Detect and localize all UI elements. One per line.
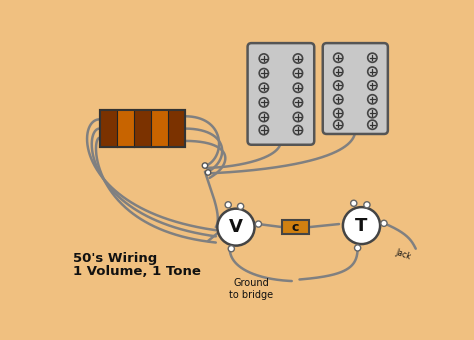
Circle shape	[368, 53, 377, 62]
Circle shape	[293, 69, 302, 78]
Circle shape	[368, 108, 377, 118]
Text: 1 Volume, 1 Tone: 1 Volume, 1 Tone	[73, 265, 201, 278]
Circle shape	[334, 53, 343, 62]
Bar	[100, 110, 185, 147]
Circle shape	[205, 170, 211, 175]
Bar	[134, 110, 151, 147]
Circle shape	[293, 113, 302, 122]
Circle shape	[293, 83, 302, 92]
Circle shape	[334, 67, 343, 76]
Text: c: c	[292, 221, 299, 234]
Bar	[100, 110, 117, 147]
Bar	[117, 110, 134, 147]
Circle shape	[368, 120, 377, 129]
Circle shape	[293, 54, 302, 63]
Circle shape	[218, 209, 255, 245]
Circle shape	[351, 200, 357, 206]
Circle shape	[334, 120, 343, 129]
Text: Jack: Jack	[394, 247, 412, 261]
Circle shape	[228, 245, 235, 252]
Circle shape	[368, 95, 377, 104]
Circle shape	[368, 81, 377, 90]
Circle shape	[355, 245, 361, 251]
Bar	[100, 110, 185, 147]
Circle shape	[259, 54, 268, 63]
Text: T: T	[356, 217, 368, 235]
Bar	[168, 110, 185, 147]
FancyBboxPatch shape	[323, 43, 388, 134]
Bar	[151, 110, 168, 147]
Text: V: V	[229, 218, 243, 236]
Circle shape	[368, 67, 377, 76]
Circle shape	[343, 207, 380, 244]
Circle shape	[334, 95, 343, 104]
Circle shape	[202, 163, 208, 168]
Text: Ground
to bridge: Ground to bridge	[229, 278, 273, 300]
Circle shape	[259, 113, 268, 122]
Circle shape	[259, 125, 268, 135]
Circle shape	[381, 220, 387, 226]
Circle shape	[237, 203, 244, 209]
Circle shape	[293, 125, 302, 135]
Circle shape	[255, 221, 262, 227]
FancyBboxPatch shape	[247, 43, 314, 145]
Circle shape	[293, 98, 302, 107]
Circle shape	[259, 83, 268, 92]
Circle shape	[259, 69, 268, 78]
FancyBboxPatch shape	[283, 220, 309, 234]
Circle shape	[225, 202, 231, 208]
Circle shape	[334, 108, 343, 118]
Text: 50's Wiring: 50's Wiring	[73, 252, 157, 265]
Circle shape	[334, 81, 343, 90]
Circle shape	[259, 98, 268, 107]
Circle shape	[364, 202, 370, 208]
